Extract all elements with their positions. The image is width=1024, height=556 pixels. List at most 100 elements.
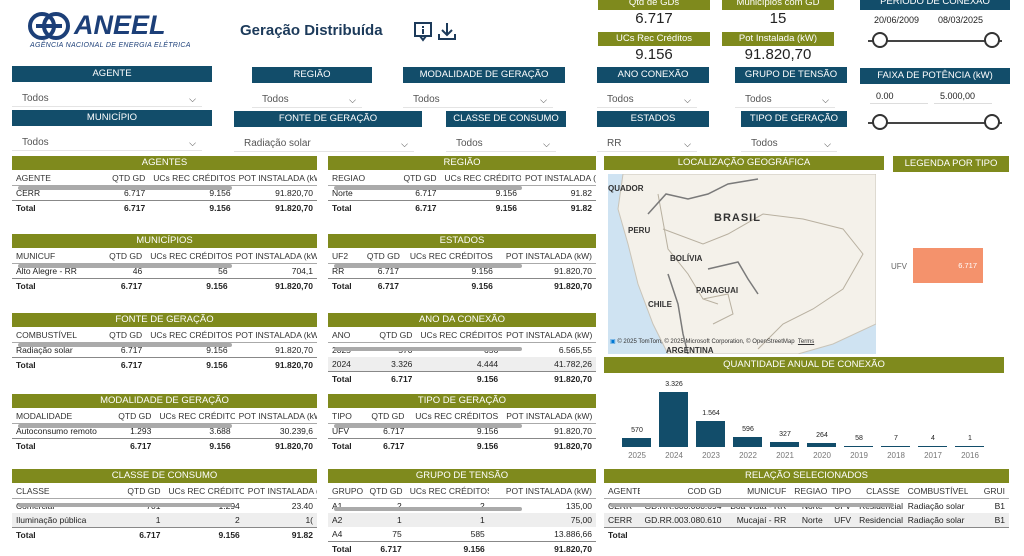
column-header[interactable]: CLASSE <box>855 483 904 499</box>
horizontal-scrollbar[interactable] <box>18 424 232 428</box>
grupo-dropdown[interactable]: Todos⌵ <box>735 92 835 108</box>
tipo-dropdown[interactable]: Todos⌵ <box>741 136 837 152</box>
column-header[interactable]: GRUI <box>968 483 1009 499</box>
column-header[interactable]: POT INSTALADA (kW) <box>489 483 596 499</box>
map-view[interactable]: QUADOR BRASIL PERU BOLÍVIA PARAGUAI CHIL… <box>608 174 876 354</box>
column-header[interactable]: UCs REC CRÉDITOS <box>149 170 234 186</box>
column-header[interactable]: MODALIDADE <box>12 408 107 424</box>
column-header[interactable]: QTD GD <box>97 170 149 186</box>
column-header[interactable]: POT INSTALADA (kW) <box>502 327 596 343</box>
column-header[interactable]: QTD GD <box>116 483 165 499</box>
column-header[interactable]: CLASSE <box>12 483 116 499</box>
classe-dropdown[interactable]: Todos⌵ <box>446 136 556 152</box>
chart-bar[interactable] <box>955 446 984 447</box>
faixa-range-slider[interactable] <box>860 112 1010 132</box>
municipio-dropdown[interactable]: Todos⌵ <box>12 135 202 151</box>
horizontal-scrollbar[interactable] <box>334 347 522 351</box>
regiao-dropdown[interactable]: Todos⌵ <box>252 92 362 108</box>
column-header[interactable]: UCs REC CRÉDITOS <box>416 327 502 343</box>
fonte-dropdown[interactable]: Radiação solar⌵ <box>234 136 414 152</box>
chart-bar[interactable] <box>622 438 651 447</box>
periodo-start[interactable]: 20/06/2009 <box>868 12 930 28</box>
column-header[interactable]: QTD GD <box>395 170 441 186</box>
column-header[interactable]: AGENTE <box>604 483 640 499</box>
faixa-min[interactable]: 0.00 <box>870 88 928 104</box>
horizontal-scrollbar[interactable] <box>18 343 232 347</box>
chart-bar[interactable] <box>733 437 762 447</box>
slider-handle-max[interactable] <box>984 114 1000 130</box>
kpi-qtd-gds: Qtd de GDs 6.717 <box>598 0 710 28</box>
download-icon[interactable] <box>436 20 458 42</box>
column-header[interactable]: COMBUSTÍVEL <box>12 327 97 343</box>
ano-dropdown[interactable]: Todos⌵ <box>597 92 697 108</box>
horizontal-scrollbar[interactable] <box>18 503 232 507</box>
column-header[interactable]: POT INSTALADA (kW) <box>232 248 317 264</box>
horizontal-scrollbar[interactable] <box>18 186 232 190</box>
column-header[interactable]: MUNICUF <box>725 483 790 499</box>
column-header[interactable]: QTD GD <box>97 327 146 343</box>
horizontal-scrollbar[interactable] <box>334 264 522 268</box>
column-header[interactable]: TIPO <box>328 408 366 424</box>
faixa-max[interactable]: 5.000,00 <box>934 88 992 104</box>
column-header[interactable]: COD GD <box>640 483 725 499</box>
column-header[interactable]: UF2 <box>328 248 363 264</box>
periodo-range-slider[interactable] <box>860 30 1010 50</box>
column-header[interactable]: POT INSTALADA (kW) <box>502 408 596 424</box>
chart-bar[interactable] <box>696 421 725 447</box>
column-header[interactable]: UCs REC CRÉDITOS <box>164 483 243 499</box>
legend-bar-ufv[interactable]: 6.717 <box>913 248 983 283</box>
column-header[interactable]: AGENTE <box>12 170 97 186</box>
agente-dropdown[interactable]: Todos⌵ <box>12 91 202 107</box>
estados-dropdown[interactable]: RR⌵ <box>597 136 697 152</box>
column-header[interactable]: UCs REC CRÉDITOS <box>146 327 231 343</box>
chart-bar[interactable] <box>807 443 836 447</box>
info-icon[interactable] <box>412 20 434 42</box>
column-header[interactable]: UCs REC CRÉDITOS <box>403 248 497 264</box>
horizontal-scrollbar[interactable] <box>610 503 894 507</box>
column-header[interactable]: ANO <box>328 327 371 343</box>
column-header[interactable]: UCs REC CRÉDITOS <box>408 408 502 424</box>
column-header[interactable]: GRUPO <box>328 483 366 499</box>
horizontal-scrollbar[interactable] <box>334 186 522 190</box>
column-header[interactable]: POT INSTALADA (k <box>521 170 596 186</box>
chart-bar[interactable] <box>844 446 873 447</box>
column-header[interactable]: QTD GD <box>107 408 156 424</box>
column-header[interactable]: QTD GD <box>97 248 146 264</box>
column-header[interactable]: TIPO <box>827 483 855 499</box>
slider-handle-min[interactable] <box>872 114 888 130</box>
column-header[interactable]: POT INSTALADA (kW) <box>497 248 596 264</box>
chart-bar[interactable] <box>881 446 910 447</box>
column-header[interactable]: QTD GD <box>371 327 417 343</box>
terms-link[interactable]: Terms <box>798 339 814 345</box>
column-header[interactable]: QTD GD <box>363 248 403 264</box>
column-header[interactable]: UCs REC CRÉDITOS <box>406 483 489 499</box>
horizontal-scrollbar[interactable] <box>334 507 522 511</box>
column-header[interactable]: REGIAO <box>790 483 826 499</box>
column-header[interactable]: MUNICUF <box>12 248 97 264</box>
column-header[interactable]: COMBUSTÍVEL <box>904 483 969 499</box>
column-header[interactable]: QTD GD <box>366 483 406 499</box>
modalidade-dropdown[interactable]: Todos⌵ <box>403 92 553 108</box>
slider-handle-start[interactable] <box>872 32 888 48</box>
chart-bar[interactable] <box>659 392 688 447</box>
column-header[interactable]: POT INSTALADA (kW) <box>232 327 317 343</box>
column-header[interactable]: QTD GD <box>366 408 409 424</box>
slider-handle-end[interactable] <box>984 32 1000 48</box>
horizontal-scrollbar[interactable] <box>334 424 522 428</box>
column-header[interactable]: UCs REC CRÉDITOS <box>441 170 521 186</box>
horizontal-scrollbar[interactable] <box>18 264 232 268</box>
chart-bar[interactable] <box>770 442 799 447</box>
column-header[interactable]: UCs REC CRÉDITOS <box>146 248 231 264</box>
column-header[interactable]: REGIAO <box>328 170 395 186</box>
column-header[interactable]: POT INSTALADA (k <box>244 483 317 499</box>
column-header[interactable]: POT INSTALADA (kW) <box>235 170 317 186</box>
periodo-end[interactable]: 08/03/2025 <box>932 12 994 28</box>
chart-bar[interactable] <box>918 446 947 447</box>
column-header[interactable]: POT INSTALADA (kW) <box>235 408 317 424</box>
column-header[interactable]: UCs REC CRÉDITOS <box>155 408 234 424</box>
